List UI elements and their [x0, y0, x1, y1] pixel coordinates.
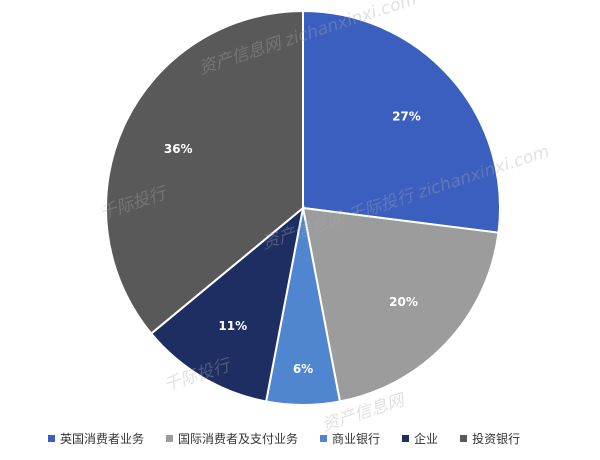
legend-swatch — [402, 434, 410, 442]
pie-slice-uk-consumer — [302, 9, 501, 234]
slice-label-uk-consumer: 27% — [392, 109, 421, 123]
legend-swatch — [460, 434, 468, 442]
slice-label-commercial-banking: 6% — [293, 362, 313, 376]
legend-label: 国际消费者及支付业务 — [178, 431, 299, 446]
legend-item-corporate: 企业 — [402, 430, 438, 447]
legend-item-uk-consumer: 英国消费者业务 — [48, 430, 144, 447]
pie-chart-canvas: 27% 20% 6% 11% 36% — [105, 9, 501, 406]
slice-label-corporate: 11% — [218, 319, 247, 333]
chart-legend: 英国消费者业务 国际消费者及支付业务 商业银行 企业 投资银行 — [48, 428, 578, 448]
legend-item-international-consumer-payments: 国际消费者及支付业务 — [166, 430, 298, 447]
legend-swatch — [48, 434, 55, 442]
legend-swatch — [166, 434, 174, 442]
slice-label-investment-banking: 36% — [164, 142, 193, 156]
legend-item-commercial-banking: 商业银行 — [320, 430, 380, 447]
legend-label: 企业 — [414, 431, 439, 446]
legend-label: 商业银行 — [332, 431, 381, 446]
legend-item-investment-banking: 投资银行 — [460, 430, 520, 447]
pie-slice-investment-banking — [105, 9, 304, 335]
pie-slice-corporate — [149, 205, 305, 403]
legend-label: 投资银行 — [472, 431, 521, 446]
legend-label: 英国消费者业务 — [60, 431, 145, 446]
pie-slice-international-consumer-payments — [301, 206, 500, 403]
slice-label-international-consumer-payments: 20% — [389, 295, 418, 309]
legend-swatch — [320, 434, 328, 442]
